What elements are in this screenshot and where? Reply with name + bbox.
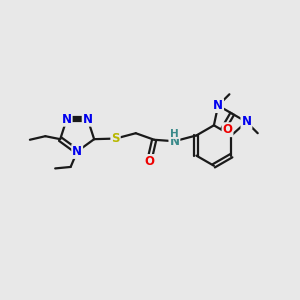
Text: N: N: [83, 113, 93, 126]
Text: S: S: [111, 132, 120, 145]
Text: O: O: [145, 155, 155, 168]
Text: N: N: [169, 135, 179, 148]
Text: O: O: [223, 123, 232, 136]
Text: N: N: [72, 145, 82, 158]
Text: N: N: [242, 116, 251, 128]
Text: N: N: [62, 113, 72, 126]
Text: H: H: [170, 128, 179, 139]
Text: N: N: [213, 99, 223, 112]
